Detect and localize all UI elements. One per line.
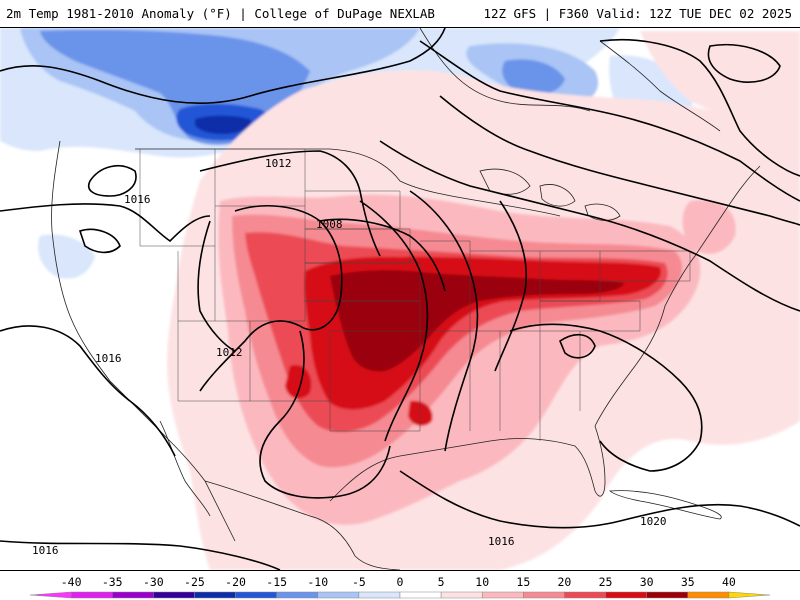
map-panel: 1016 1012 1008 1016 1012 1016 1020 1016 bbox=[0, 27, 800, 571]
colorbar-tick-label: -10 bbox=[307, 575, 328, 589]
run-valid-time: 12Z GFS | F360 Valid: 12Z TUE DEC 02 202… bbox=[483, 6, 792, 21]
warm-anomaly-moderate-pa bbox=[682, 200, 736, 254]
colorbar-swatch bbox=[399, 591, 442, 599]
colorbar-tick-label: 40 bbox=[722, 575, 736, 589]
geographic-boundaries bbox=[51, 28, 761, 570]
warm-anomaly-light-ne bbox=[640, 31, 800, 141]
colorbar-tick-label: -25 bbox=[184, 575, 205, 589]
colorbar-swatch bbox=[564, 591, 606, 599]
anomaly-map: 1016 1012 1008 1016 1012 1016 1020 1016 bbox=[0, 28, 800, 570]
isobar-label: 1012 bbox=[265, 157, 292, 170]
colorbar-swatch bbox=[194, 591, 236, 599]
colorbar-swatch bbox=[481, 591, 524, 599]
anomaly-shading bbox=[0, 28, 800, 570]
colorbar-swatch bbox=[687, 591, 730, 599]
colorbar-swatch bbox=[358, 591, 401, 599]
colorbar-swatch bbox=[276, 591, 319, 599]
colorbar-swatch bbox=[235, 591, 277, 599]
colorbar-swatch bbox=[153, 591, 195, 599]
colorbar-tick-label: -30 bbox=[143, 575, 164, 589]
isobar-contours bbox=[0, 28, 800, 570]
colorbar-swatch bbox=[440, 591, 483, 599]
colorbar-tick-label: -35 bbox=[102, 575, 123, 589]
colorbar-swatch bbox=[728, 591, 771, 599]
colorbar-tick-label: 35 bbox=[681, 575, 695, 589]
colorbar-swatch bbox=[29, 591, 72, 599]
colorbar-tick-label: 5 bbox=[438, 575, 445, 589]
colorbar-svg: -40 -35 -30 -25 -20 -15 -10 -5 0 5 10 15 20 25 30 35 40 bbox=[29, 575, 771, 599]
colorbar-swatch bbox=[605, 591, 647, 599]
map-header: 2m Temp 1981-2010 Anomaly (°F) | College… bbox=[0, 0, 800, 27]
colorbar-tick-label: 0 bbox=[397, 575, 404, 589]
cold-anomaly-strong-east bbox=[502, 59, 565, 96]
colorbar-tick-labels: -40 -35 -30 -25 -20 -15 -10 -5 0 5 10 15 20 25 30 35 40 bbox=[61, 575, 736, 589]
colorbar-swatch bbox=[111, 591, 154, 599]
colorbar-swatch bbox=[317, 591, 360, 599]
colorbar-swatch bbox=[523, 591, 565, 599]
warm-anomaly-25-30-tx bbox=[408, 400, 433, 426]
warm-anomaly-30-35 bbox=[330, 270, 625, 372]
colorbar-swatches bbox=[29, 591, 771, 599]
colorbar-tick-label: -20 bbox=[225, 575, 246, 589]
isobar-labels: 1016 1012 1008 1016 1012 1016 1020 1016 bbox=[32, 157, 667, 557]
isobar-label: 1020 bbox=[640, 515, 667, 528]
colorbar-tick-label: 20 bbox=[558, 575, 572, 589]
isobar-label: 1016 bbox=[95, 352, 122, 365]
colorbar-tick-label: 10 bbox=[475, 575, 489, 589]
colorbar-tick-label: -5 bbox=[352, 575, 366, 589]
colorbar-swatch bbox=[646, 591, 689, 599]
colorbar: -40 -35 -30 -25 -20 -15 -10 -5 0 5 10 15 20 25 30 35 40 bbox=[0, 571, 800, 600]
colorbar-tick-label: 25 bbox=[599, 575, 613, 589]
isobar-label: 1008 bbox=[316, 218, 343, 231]
cold-anomaly-light-west bbox=[38, 234, 95, 279]
colorbar-tick-label: -15 bbox=[266, 575, 287, 589]
colorbar-tick-label: 15 bbox=[516, 575, 530, 589]
product-title: 2m Temp 1981-2010 Anomaly (°F) | College… bbox=[6, 6, 435, 21]
isobar-label: 1016 bbox=[124, 193, 151, 206]
warm-anomaly-25-30-sw bbox=[285, 365, 312, 399]
cold-anomaly-core-inner bbox=[195, 115, 252, 135]
isobar-label: 1016 bbox=[488, 535, 515, 548]
isobar-label: 1012 bbox=[216, 346, 243, 359]
colorbar-swatch bbox=[70, 591, 113, 599]
colorbar-tick-label: 30 bbox=[640, 575, 654, 589]
state-lines bbox=[139, 149, 691, 441]
isobar-label: 1016 bbox=[32, 544, 59, 557]
colorbar-tick-label: -40 bbox=[61, 575, 82, 589]
